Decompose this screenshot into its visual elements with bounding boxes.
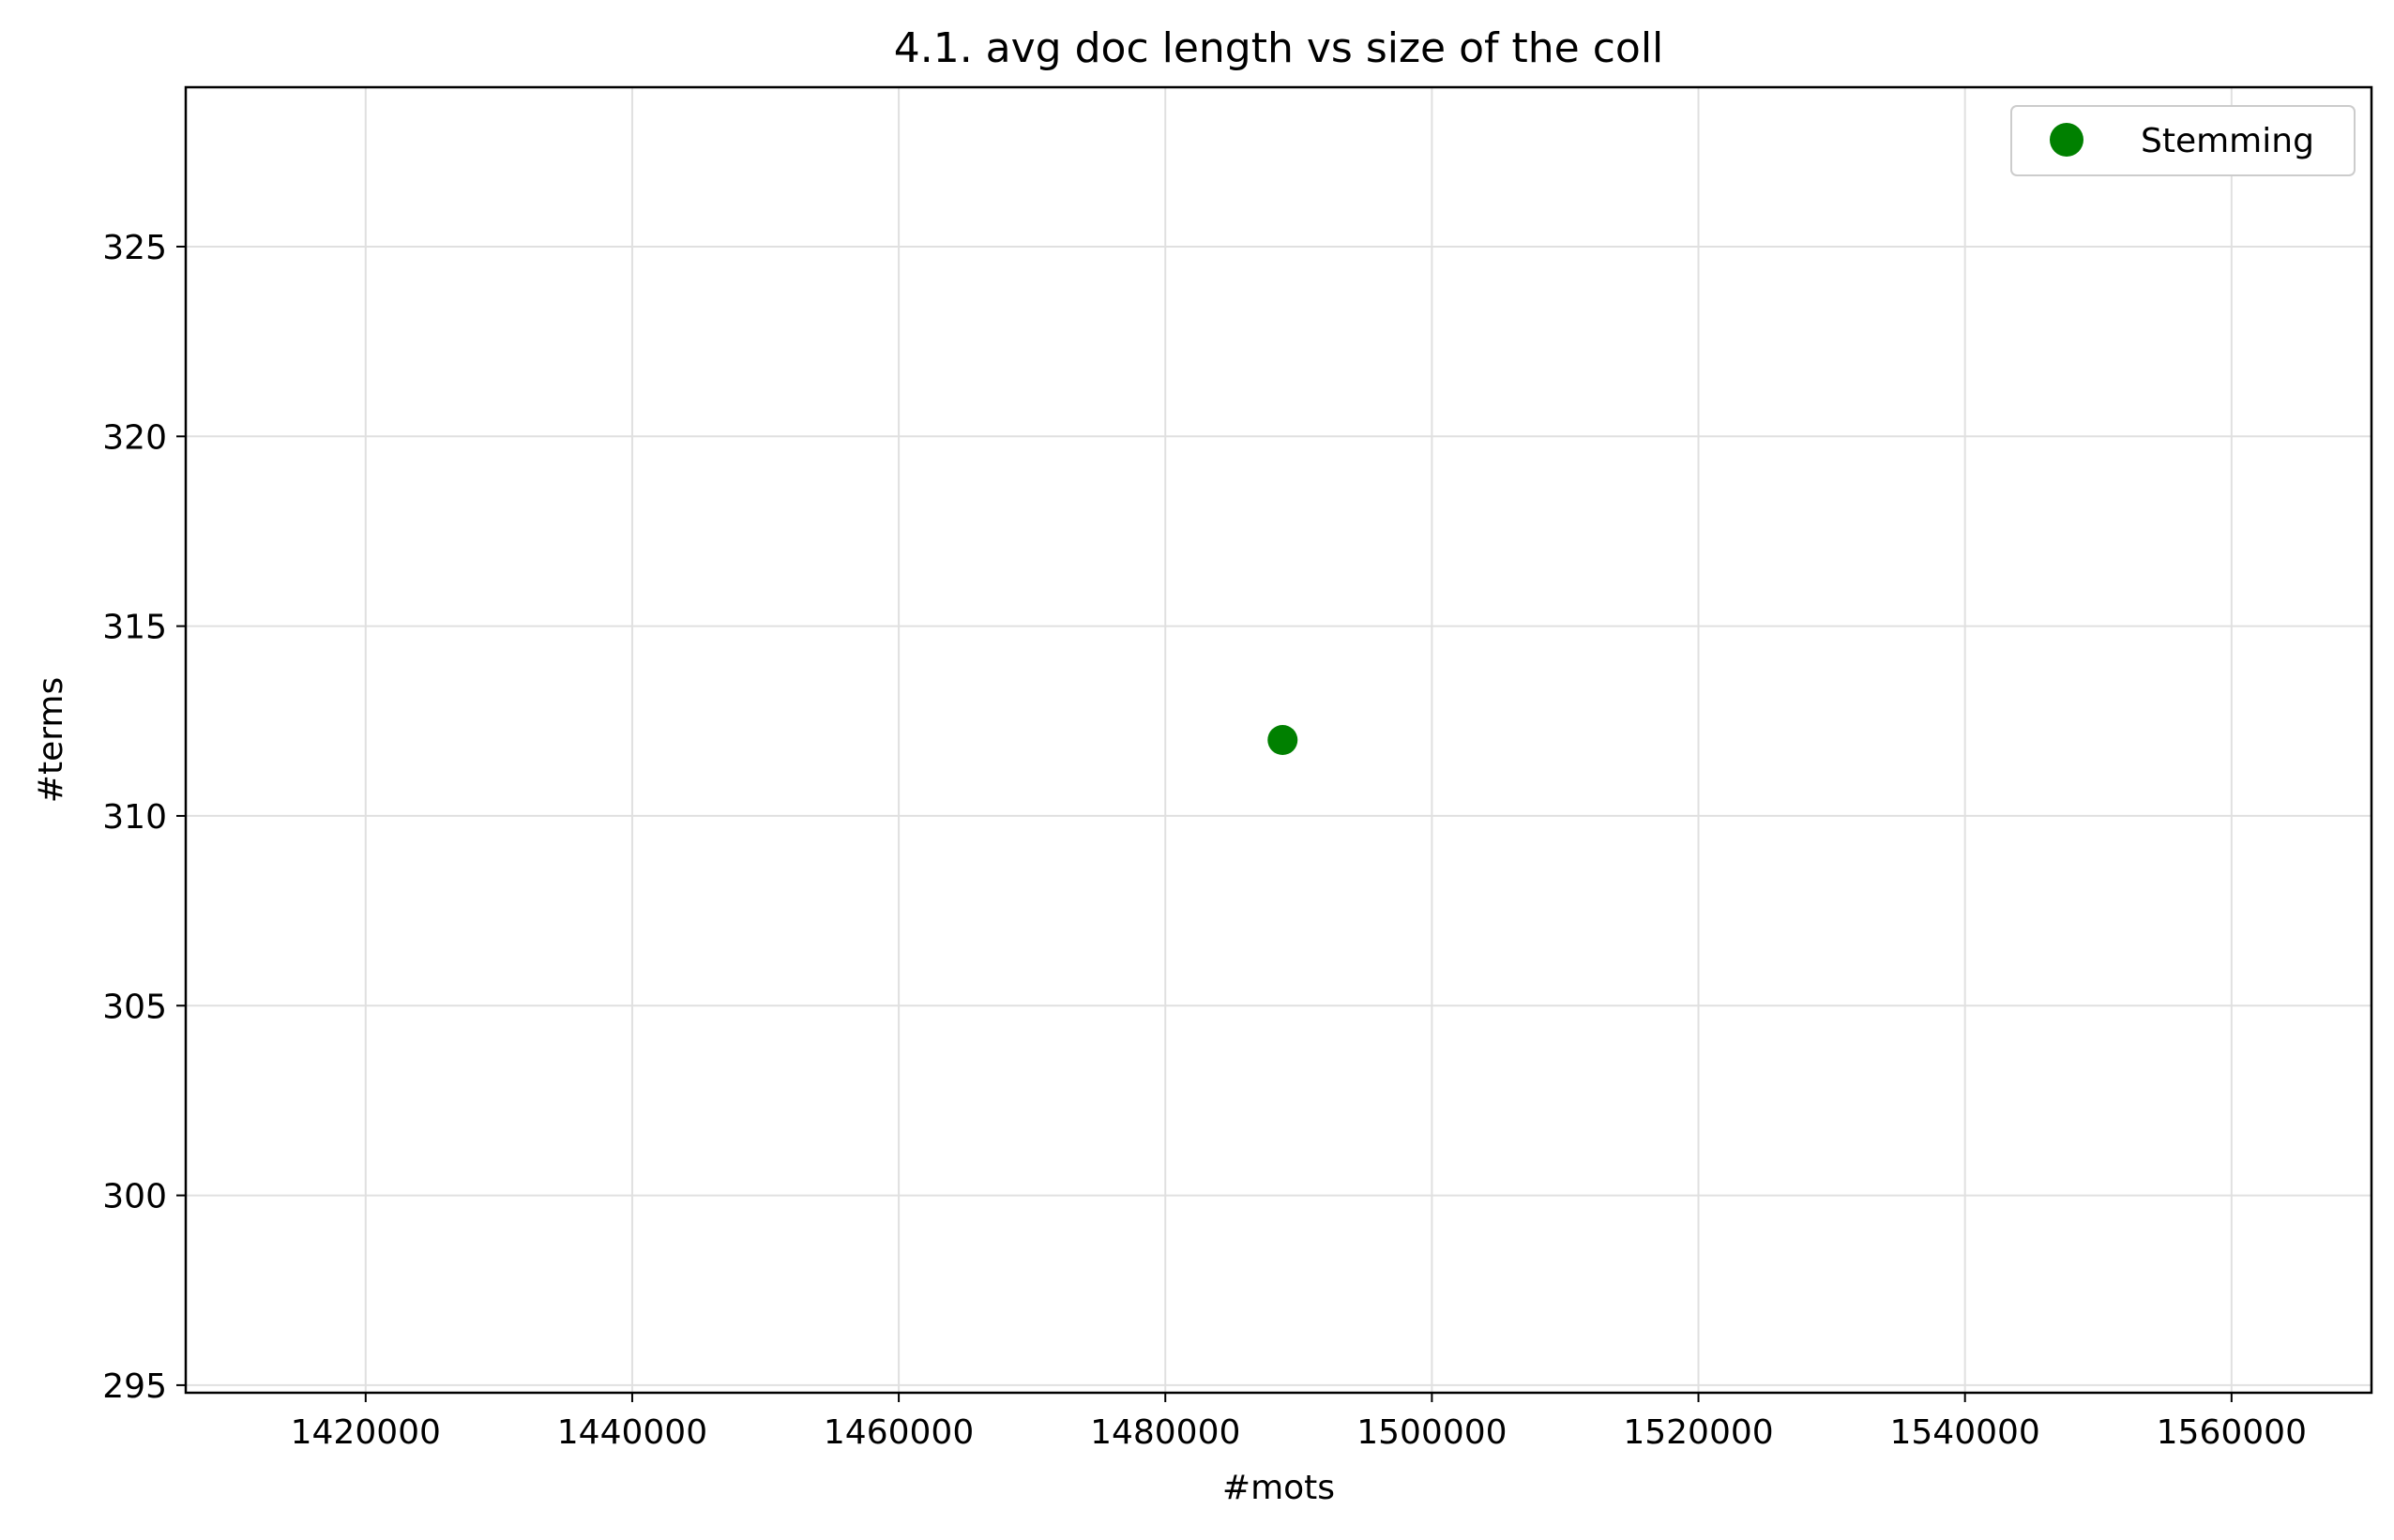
y-tick-label: 310 (102, 798, 167, 837)
legend-marker (2050, 123, 2083, 157)
y-tick-label: 325 (102, 229, 167, 267)
y-tick-label: 305 (102, 988, 167, 1026)
x-tick-label: 1540000 (1890, 1413, 2040, 1452)
data-points (1267, 725, 1298, 755)
x-tick-label: 1520000 (1623, 1413, 1773, 1452)
axis-ticks: 1420000 1440000 1460000 1480000 1500000 15200… (102, 229, 2307, 1452)
y-tick-label: 315 (102, 609, 167, 647)
x-axis-label: #mots (1222, 1469, 1335, 1507)
y-tick-label: 300 (102, 1178, 167, 1216)
x-tick-label: 1460000 (824, 1413, 974, 1452)
legend-box (2010, 105, 2356, 176)
y-tick-label: 320 (102, 418, 167, 457)
y-tick-label: 295 (102, 1367, 167, 1406)
data-point-stemming (1267, 725, 1298, 755)
y-axis-label: #terms (32, 677, 70, 803)
x-tick-label: 1420000 (291, 1413, 441, 1452)
x-tick-label: 1500000 (1356, 1413, 1507, 1452)
x-tick-label: 1440000 (557, 1413, 707, 1452)
x-tick-label: 1560000 (2157, 1413, 2307, 1452)
legend-label-stemming: Stemming (2141, 122, 2314, 160)
plot-area-frame (184, 85, 2373, 1395)
chart-title: 4.1. avg doc length vs size of the coll (894, 24, 1664, 72)
x-tick-label: 1480000 (1090, 1413, 1240, 1452)
legend: Stemming (2010, 105, 2356, 176)
grid (186, 87, 2371, 1393)
